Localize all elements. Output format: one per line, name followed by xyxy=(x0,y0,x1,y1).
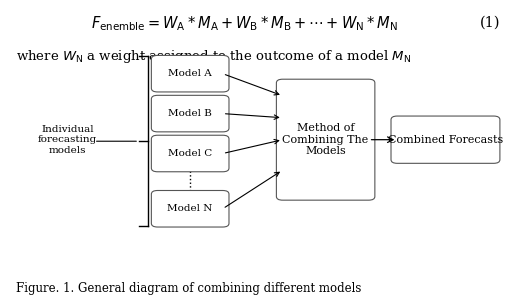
Text: Model B: Model B xyxy=(168,109,212,118)
Text: Model N: Model N xyxy=(167,204,213,213)
Text: Method of
Combining The
Models: Method of Combining The Models xyxy=(282,123,369,156)
Text: Individual
forecasting
models: Individual forecasting models xyxy=(38,125,97,155)
Text: Combined Forecasts: Combined Forecasts xyxy=(388,135,503,145)
Text: Model C: Model C xyxy=(168,149,212,158)
FancyBboxPatch shape xyxy=(151,135,229,172)
Text: Figure. 1. General diagram of combining different models: Figure. 1. General diagram of combining … xyxy=(16,282,361,295)
FancyBboxPatch shape xyxy=(276,79,375,200)
Text: where $W_{\mathrm{N}}$ a weight assigned to the outcome of a model $M_{\mathrm{N: where $W_{\mathrm{N}}$ a weight assigned… xyxy=(16,48,411,64)
Text: $F_{\mathrm{enemble}} = W_{\mathrm{A}} * M_{\mathrm{A}} + W_{\mathrm{B}} * M_{\m: $F_{\mathrm{enemble}} = W_{\mathrm{A}} *… xyxy=(92,14,398,33)
FancyBboxPatch shape xyxy=(391,116,500,163)
Text: Model A: Model A xyxy=(168,69,212,78)
FancyBboxPatch shape xyxy=(151,55,229,92)
Text: (1): (1) xyxy=(479,16,500,30)
FancyBboxPatch shape xyxy=(151,190,229,227)
FancyBboxPatch shape xyxy=(151,95,229,132)
